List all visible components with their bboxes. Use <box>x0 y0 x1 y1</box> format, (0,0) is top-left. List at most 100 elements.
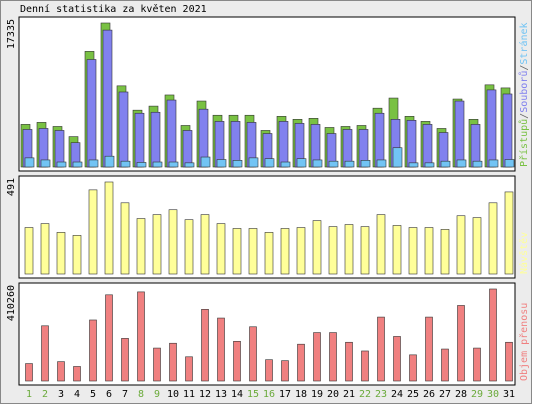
bar <box>392 225 402 275</box>
x-tick-label: 4 <box>74 389 80 400</box>
y-max-label: 491 <box>6 178 17 196</box>
bar <box>408 227 418 275</box>
bar <box>137 291 145 382</box>
bar <box>472 217 482 275</box>
bar <box>312 220 322 275</box>
bar <box>118 91 129 168</box>
bar <box>344 224 354 275</box>
x-tick-label: 6 <box>106 389 112 400</box>
bar <box>201 309 209 382</box>
bar <box>278 121 289 168</box>
bar <box>72 161 83 168</box>
bar <box>265 359 273 382</box>
bar <box>168 209 178 275</box>
x-tick-label: 10 <box>167 389 179 400</box>
x-tick-label: 13 <box>215 389 227 400</box>
bar <box>264 158 275 168</box>
bar <box>296 227 306 275</box>
bar <box>313 332 321 382</box>
bar <box>56 161 67 168</box>
bar <box>56 232 66 275</box>
bar <box>280 228 290 275</box>
chart-title: Denní statistika za květen 2021 <box>20 3 207 15</box>
bar <box>393 336 401 382</box>
bar <box>216 159 227 168</box>
bar <box>409 354 417 382</box>
bar <box>360 226 370 275</box>
bar <box>86 59 97 168</box>
bar <box>54 130 65 168</box>
x-tick-label: 22 <box>359 389 371 400</box>
bar <box>104 155 115 168</box>
bar <box>424 162 435 168</box>
legend-entry: Návštěv <box>518 232 530 274</box>
bar <box>25 363 33 382</box>
bar <box>312 159 323 168</box>
x-tick-label: 11 <box>183 389 195 400</box>
bar <box>488 159 499 168</box>
x-tick-label: 3 <box>58 389 64 400</box>
x-tick-label: 18 <box>295 389 307 400</box>
bar <box>361 350 369 382</box>
bar <box>376 159 387 168</box>
x-tick-label: 14 <box>231 389 243 400</box>
bar <box>136 218 146 275</box>
bar <box>136 162 147 168</box>
x-tick-label: 29 <box>471 389 483 400</box>
x-tick-label: 24 <box>391 389 403 400</box>
bar <box>88 159 99 168</box>
x-tick-label: 20 <box>327 389 339 400</box>
x-tick-label: 30 <box>487 389 499 400</box>
bar <box>200 156 211 168</box>
bar <box>169 342 177 382</box>
bar <box>296 158 307 168</box>
bar <box>184 162 195 168</box>
bar <box>406 120 417 168</box>
legend-separator: / <box>519 65 530 71</box>
bar <box>249 326 257 382</box>
bar <box>504 191 514 275</box>
legend-entry: Souborů <box>518 71 530 113</box>
bar <box>24 157 35 168</box>
x-tick-label: 19 <box>311 389 323 400</box>
x-tick-label: 8 <box>138 389 144 400</box>
bar <box>422 124 433 168</box>
bar <box>152 214 162 275</box>
bar <box>89 319 97 382</box>
bar <box>153 347 161 382</box>
x-tick-label: 25 <box>407 389 419 400</box>
bar <box>470 124 481 168</box>
bar <box>24 227 34 275</box>
bar <box>472 160 483 168</box>
legend-entry: Objem přenosu <box>518 303 530 381</box>
bar <box>40 159 51 168</box>
bar <box>328 226 338 275</box>
bar <box>281 360 289 382</box>
bar <box>232 160 243 168</box>
bar <box>504 159 515 168</box>
bar <box>505 341 513 382</box>
bar <box>374 112 385 168</box>
bar <box>473 347 481 382</box>
bar <box>488 202 498 275</box>
bar <box>456 215 466 275</box>
bar <box>280 161 291 168</box>
bar <box>424 227 434 275</box>
bar <box>152 161 163 168</box>
bar <box>120 202 130 275</box>
x-tick-label: 31 <box>503 389 515 400</box>
bar <box>376 214 386 275</box>
bar <box>345 341 353 382</box>
bar <box>120 160 131 168</box>
bar <box>344 160 355 168</box>
x-tick-label: 9 <box>154 389 160 400</box>
bar <box>216 223 226 275</box>
bar <box>72 235 82 275</box>
legend-separator: / <box>519 113 530 119</box>
bar <box>328 160 339 168</box>
x-tick-label: 5 <box>90 389 96 400</box>
bar <box>88 189 98 275</box>
x-tick-label: 15 <box>247 389 259 400</box>
